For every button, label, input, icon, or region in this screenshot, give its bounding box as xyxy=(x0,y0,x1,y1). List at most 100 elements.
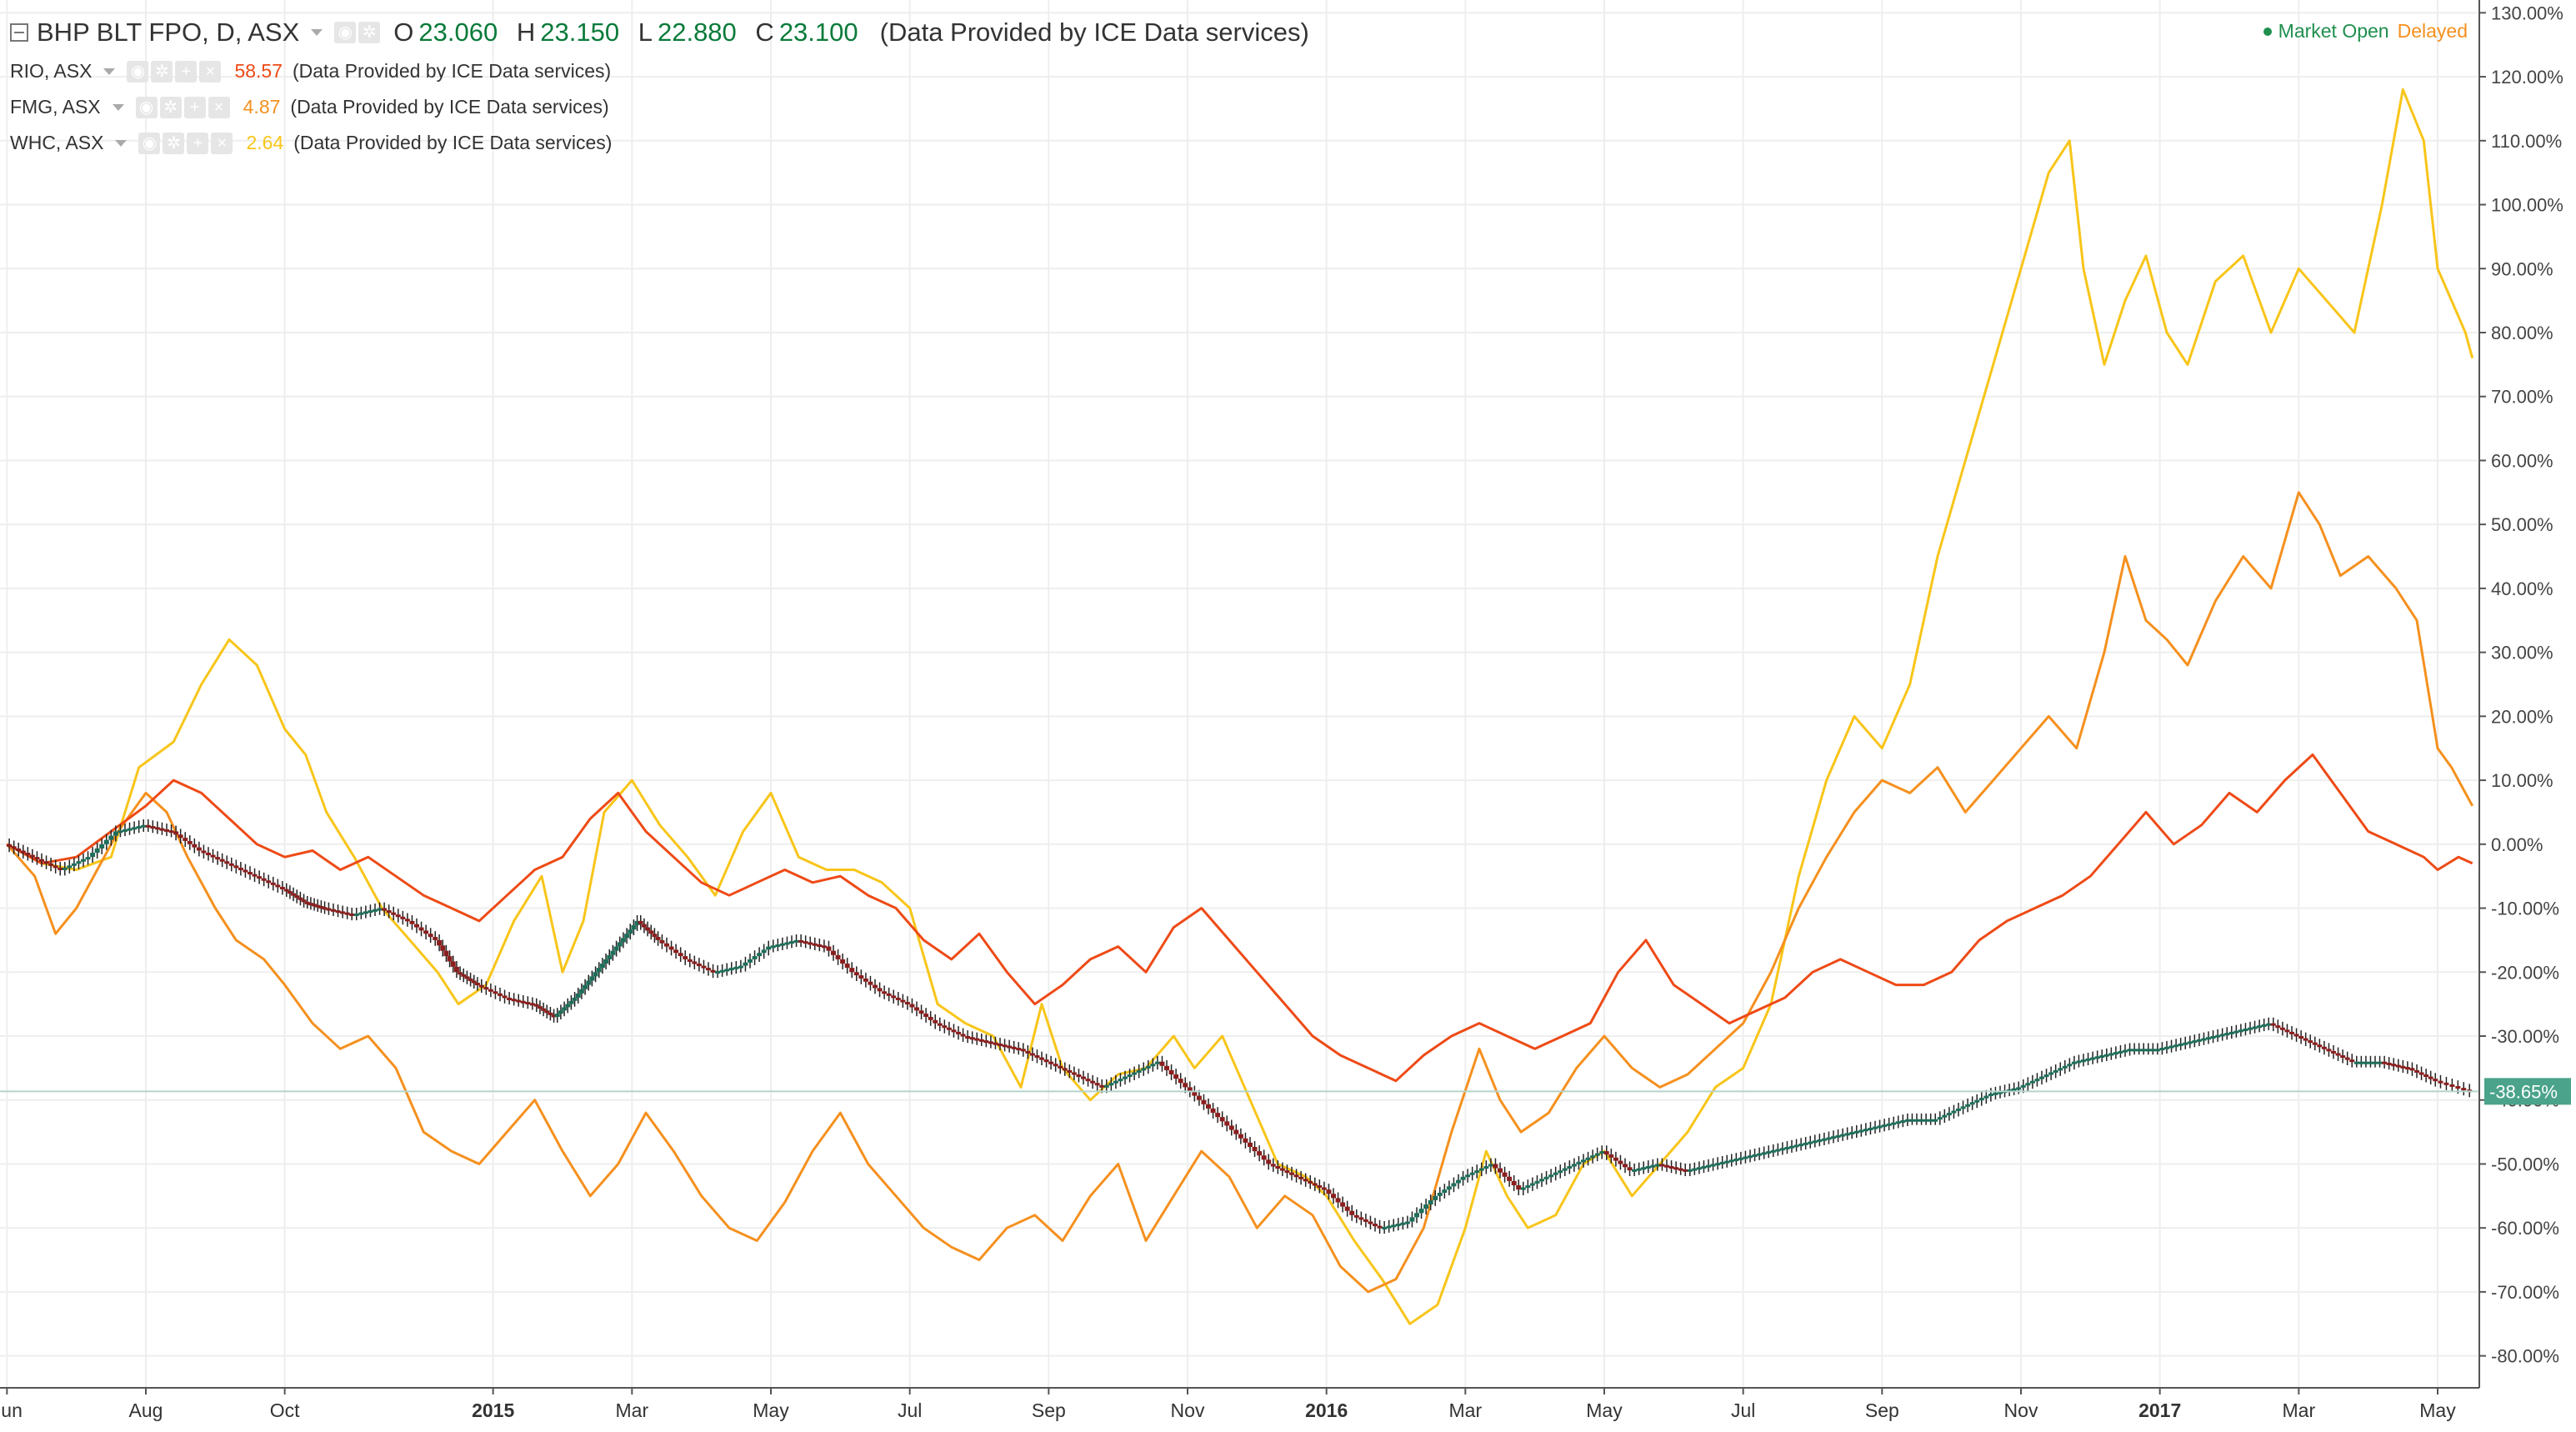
y-tick-label: 20.00% xyxy=(2491,706,2553,727)
plus-icon[interactable]: + xyxy=(183,96,206,118)
candle-body xyxy=(1206,1104,1211,1109)
candle-body xyxy=(301,899,307,903)
candle-body xyxy=(928,1016,933,1020)
candle-body xyxy=(450,961,456,967)
candle-body xyxy=(1058,1065,1063,1069)
candle-body xyxy=(358,912,364,915)
candle-body xyxy=(25,853,31,856)
candle-body xyxy=(946,1027,952,1030)
candle-body xyxy=(541,1008,547,1011)
rio-provider-text: (Data Provided by ICE Data services) xyxy=(293,60,612,82)
gear-icon[interactable]: ✲ xyxy=(151,60,173,83)
candle-body xyxy=(1127,1074,1133,1078)
candle-body xyxy=(1219,1117,1225,1122)
candle-body xyxy=(617,942,623,947)
close-icon[interactable]: × xyxy=(208,96,230,118)
eye-icon[interactable]: ◉ xyxy=(334,22,357,43)
candle-body xyxy=(344,912,350,915)
candle-body xyxy=(2449,1084,2455,1087)
y-tick-label: 50.00% xyxy=(2491,514,2553,535)
rio-symbol-label[interactable]: RIO, ASX xyxy=(10,60,93,82)
candle-body xyxy=(1321,1187,1327,1190)
plus-icon[interactable]: + xyxy=(187,132,209,154)
x-tick-label: Mar xyxy=(2283,1399,2316,1421)
candle-body xyxy=(817,944,823,948)
plus-icon[interactable]: + xyxy=(175,60,198,83)
close-icon[interactable]: × xyxy=(211,132,233,154)
candle-body xyxy=(853,972,859,976)
candle-body xyxy=(2154,1049,2160,1052)
candle-body xyxy=(201,850,207,854)
candle-body xyxy=(789,941,794,944)
gear-icon[interactable]: ✲ xyxy=(163,132,185,154)
candle-body xyxy=(2159,1048,2165,1051)
candle-body xyxy=(2386,1062,2392,1065)
x-tick-label: May xyxy=(753,1399,789,1421)
candle-body xyxy=(1757,1153,1763,1156)
candle-body xyxy=(715,970,721,974)
legend-row-whc[interactable]: WHC, ASX ◉ ✲ + × 2.64 (Data Provided by … xyxy=(10,125,1309,161)
chevron-down-icon[interactable] xyxy=(115,139,128,147)
candle-body xyxy=(2076,1060,2082,1064)
y-tick-label: 30.00% xyxy=(2491,643,2553,663)
legend-row-fmg[interactable]: FMG, ASX ◉ ✲ + × 4.87 (Data Provided by … xyxy=(10,89,1309,125)
candle-body xyxy=(1363,1219,1368,1222)
candle-body xyxy=(1293,1174,1299,1178)
candle-body xyxy=(1603,1151,1609,1154)
candle-body xyxy=(39,859,44,862)
legend-main-row[interactable]: BHP BLT FPO, D, ASX ◉ ✲ O 23.060 H 23.150 … xyxy=(10,12,1309,53)
candle-body xyxy=(382,908,388,911)
candle-body xyxy=(1770,1149,1776,1153)
candle-body xyxy=(1641,1167,1647,1170)
candle-body xyxy=(1340,1202,1346,1207)
chevron-down-icon[interactable] xyxy=(112,103,124,111)
candle-body xyxy=(108,835,114,840)
eye-icon[interactable]: ◉ xyxy=(138,132,161,154)
candle-body xyxy=(868,981,873,985)
candle-body xyxy=(863,978,868,982)
rio-value: 58.57 xyxy=(234,60,283,82)
candle-body xyxy=(1914,1119,1919,1122)
candle-body xyxy=(1576,1161,1582,1164)
candle-body xyxy=(728,968,734,971)
candle-body xyxy=(1344,1206,1350,1211)
candle-body xyxy=(353,913,359,916)
candle-body xyxy=(1623,1164,1628,1168)
candle-body xyxy=(1988,1094,1993,1097)
candle-body xyxy=(1303,1179,1308,1182)
candle-body xyxy=(607,954,613,959)
candle-body xyxy=(141,824,147,828)
candle-body xyxy=(784,942,790,945)
candle-body xyxy=(1923,1119,1929,1122)
whc-symbol-label[interactable]: WHC, ASX xyxy=(10,132,104,153)
candle-body xyxy=(766,946,772,950)
y-tick-label: 60.00% xyxy=(2491,450,2553,471)
collapse-icon[interactable] xyxy=(10,23,28,42)
close-icon[interactable]: × xyxy=(199,60,222,83)
eye-icon[interactable]: ◉ xyxy=(127,60,149,83)
ohlc-values: O 23.060 H 23.150 L 22.880 C 23.100 xyxy=(393,18,869,48)
eye-icon[interactable]: ◉ xyxy=(135,96,158,118)
candle-body xyxy=(1007,1045,1013,1049)
fmg-series-controls: ◉ ✲ + × xyxy=(135,96,230,118)
candle-body xyxy=(1539,1179,1544,1182)
rio-series-controls: ◉ ✲ + × xyxy=(127,60,222,83)
candle-body xyxy=(858,975,864,979)
main-symbol-label[interactable]: BHP BLT FPO, D, ASX xyxy=(37,18,300,47)
legend-row-rio[interactable]: RIO, ASX ◉ ✲ + × 58.57 (Data Provided by… xyxy=(10,53,1309,89)
candle-body xyxy=(2433,1079,2438,1082)
candle-body xyxy=(1900,1120,1906,1124)
chevron-down-icon[interactable] xyxy=(103,68,116,75)
candle-body xyxy=(1766,1151,1772,1154)
candle-body xyxy=(150,826,156,829)
gear-icon[interactable]: ✲ xyxy=(358,22,381,43)
candle-body xyxy=(183,838,188,841)
candle-body xyxy=(252,874,258,877)
candle-body xyxy=(2233,1030,2239,1034)
fmg-symbol-label[interactable]: FMG, ASX xyxy=(10,96,101,118)
gear-icon[interactable]: ✲ xyxy=(159,96,182,118)
chevron-down-icon[interactable] xyxy=(311,29,323,36)
candle-body xyxy=(2358,1061,2364,1064)
